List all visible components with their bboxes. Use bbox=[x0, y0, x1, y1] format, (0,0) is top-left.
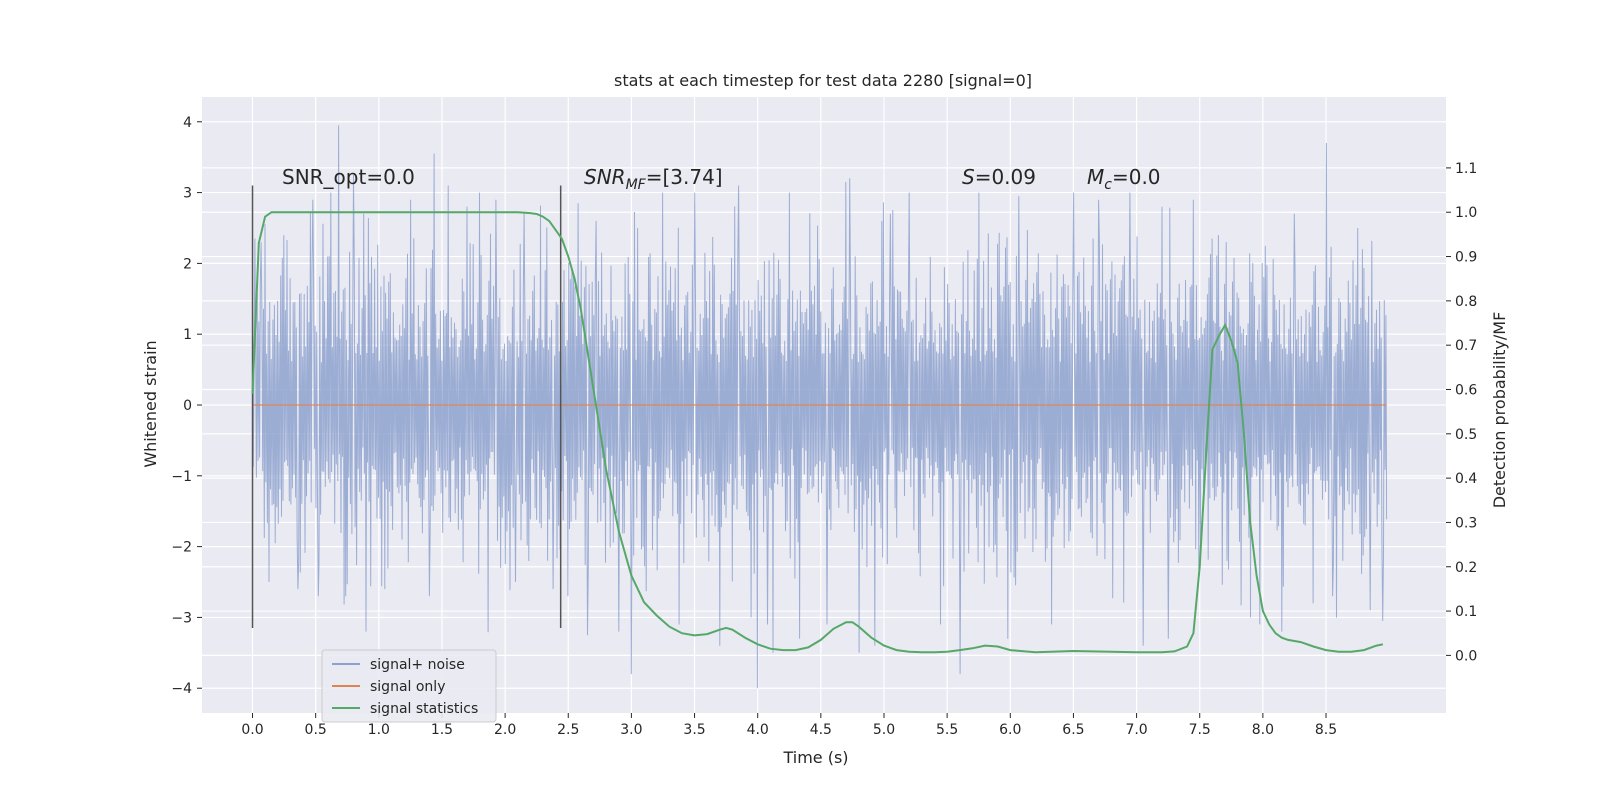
y-ticks: 4 3 2 1 0 −1 −2 −3 −4 bbox=[171, 115, 202, 697]
y2-tick-label: 1.1 bbox=[1455, 161, 1477, 177]
legend-label-stats: signal statistics bbox=[370, 701, 478, 717]
annotation-mc-base: M bbox=[1087, 165, 1104, 189]
x-tick-label: 7.5 bbox=[1189, 722, 1211, 738]
annotation-snr-opt: SNR_opt=0.0 bbox=[282, 165, 415, 189]
x-tick-label: 3.0 bbox=[620, 722, 642, 738]
legend-label-signal: signal only bbox=[370, 679, 445, 695]
x-tick-label: 3.5 bbox=[683, 722, 705, 738]
annotation-snr-mf: SNRMF=[3.74] bbox=[584, 165, 723, 193]
legend-label-noise: signal+ noise bbox=[370, 657, 465, 673]
annotation-snr-mf-value: =[3.74] bbox=[646, 165, 723, 189]
y2-tick-label: 0.8 bbox=[1455, 294, 1477, 310]
y2-tick-label: 0.5 bbox=[1455, 427, 1477, 443]
annotation-s-value: =0.09 bbox=[975, 165, 1036, 189]
y2-tick-label: 0.4 bbox=[1455, 471, 1477, 487]
y2-tick-label: 0.2 bbox=[1455, 560, 1477, 576]
annotation-mc-value: =0.0 bbox=[1112, 165, 1161, 189]
x-tick-label: 8.5 bbox=[1315, 722, 1337, 738]
y2-tick-label: 0.3 bbox=[1455, 515, 1477, 531]
x-tick-label: 0.5 bbox=[305, 722, 327, 738]
chart-title: stats at each timestep for test data 228… bbox=[614, 71, 1032, 90]
y2-axis-label: Detection probability/MF bbox=[1490, 312, 1509, 509]
y2-tick-label: 1.0 bbox=[1455, 205, 1477, 221]
annotation-s-base: S bbox=[962, 165, 975, 189]
annotation-s: S=0.09 bbox=[962, 165, 1036, 189]
x-tick-label: 1.0 bbox=[368, 722, 390, 738]
y2-tick-label: 0.6 bbox=[1455, 382, 1477, 398]
x-tick-label: 4.0 bbox=[747, 722, 769, 738]
y-tick-label: −2 bbox=[171, 540, 192, 556]
y-tick-label: 1 bbox=[183, 327, 192, 343]
annotation-snr-mf-base: SNR bbox=[584, 165, 626, 189]
y-tick-label: 3 bbox=[183, 186, 192, 202]
y2-tick-label: 0.1 bbox=[1455, 604, 1477, 620]
vertical-lines bbox=[251, 185, 562, 629]
x-tick-label: 6.5 bbox=[1062, 722, 1084, 738]
x-ticks: 0.0 0.5 1.0 1.5 2.0 2.5 3.0 3.5 4.0 4.5 5.0 5.5 6.0 6… bbox=[241, 713, 1337, 738]
y2-tick-label: 0.0 bbox=[1455, 648, 1477, 664]
y-tick-label: −4 bbox=[171, 681, 192, 697]
x-tick-label: 7.0 bbox=[1125, 722, 1147, 738]
stats-line bbox=[251, 211, 1384, 654]
x-tick-label: 8.0 bbox=[1252, 722, 1274, 738]
x-axis-label: Time (s) bbox=[782, 748, 848, 767]
x-tick-label: 0.0 bbox=[241, 722, 263, 738]
annotation-snr-mf-sub: MF bbox=[626, 177, 647, 193]
stats-series bbox=[251, 211, 1384, 654]
y-tick-label: 0 bbox=[183, 398, 192, 414]
x-tick-label: 2.5 bbox=[557, 722, 579, 738]
y2-ticks: 1.1 1.0 0.9 0.8 0.7 0.6 0.5 0.4 0.3 0.2 0.1 0.0 bbox=[1446, 161, 1477, 664]
y2-tick-label: 0.7 bbox=[1455, 338, 1477, 354]
x-tick-label: 5.5 bbox=[936, 722, 958, 738]
y-tick-label: 2 bbox=[183, 256, 192, 272]
y-tick-label: 4 bbox=[183, 115, 192, 131]
y-tick-label: −3 bbox=[171, 610, 192, 626]
y-axis-label: Whitened strain bbox=[141, 340, 160, 467]
x-tick-label: 1.5 bbox=[431, 722, 453, 738]
x-tick-label: 5.0 bbox=[873, 722, 895, 738]
legend-box bbox=[321, 649, 497, 723]
annotation-mc: Mc=0.0 bbox=[1087, 165, 1161, 193]
x-tick-label: 4.5 bbox=[810, 722, 832, 738]
annotation-mc-sub: c bbox=[1104, 177, 1112, 193]
x-tick-label: 6.0 bbox=[999, 722, 1021, 738]
y-tick-label: −1 bbox=[171, 469, 192, 485]
noise-line bbox=[252, 125, 1388, 689]
y2-tick-label: 0.9 bbox=[1455, 250, 1477, 266]
noise-series bbox=[252, 125, 1388, 689]
x-tick-label: 2.0 bbox=[494, 722, 516, 738]
legend: signal+ noise signal only signal statist… bbox=[321, 649, 497, 723]
